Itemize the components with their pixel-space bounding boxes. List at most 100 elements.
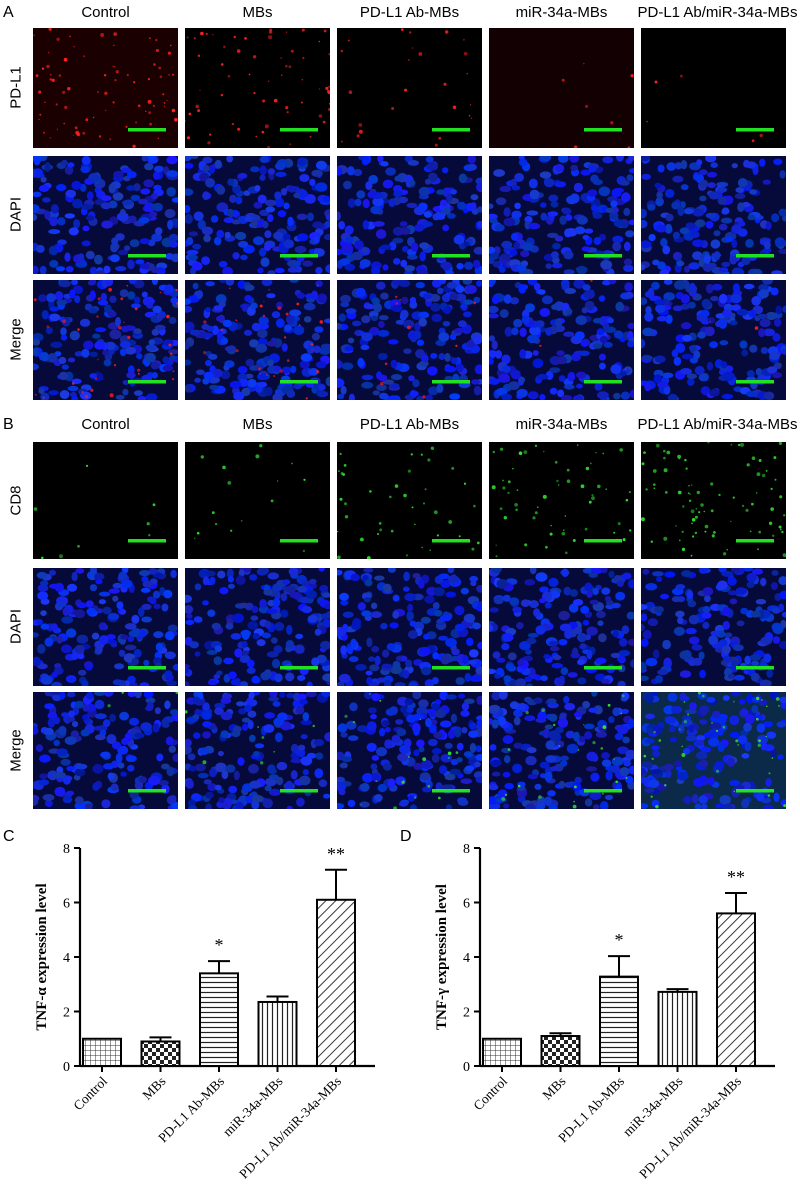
panel_A-micrograph-merge-0 [33, 280, 178, 400]
panel_A-micrograph-dapi-0 [33, 156, 178, 274]
y-tick-label-4: 8 [63, 842, 70, 857]
panel_A-micrograph-merge-3 [489, 280, 634, 400]
scale-bar [128, 254, 166, 258]
bar-2 [199, 972, 239, 1068]
scale-bar [128, 539, 166, 543]
y-tick-label-0: 0 [63, 1060, 70, 1075]
scale-bar [736, 380, 774, 384]
scale-bar [280, 254, 318, 258]
panel_A-column-label-3: miR-34a-MBs [515, 4, 608, 21]
bar-4 [716, 912, 756, 1068]
panel_B-column-label-3: miR-34a-MBs [515, 416, 608, 433]
bar-3 [657, 990, 698, 1068]
bar-0 [82, 1037, 122, 1067]
scale-bar [584, 666, 622, 670]
panel_B-micrograph-cd8-1 [185, 442, 330, 559]
panel_A-micrograph-dapi-3 [489, 156, 634, 274]
bar-4 [316, 898, 356, 1068]
panel_B-row-label-2: Merge [7, 728, 25, 772]
panel_A-micrograph-dapi-1 [185, 156, 330, 274]
panel_A-micrograph-pd-l1-1 [185, 28, 330, 148]
y-tick-label-2: 4 [463, 951, 470, 966]
y-axis-label: TNF-γ expression level [434, 884, 450, 1030]
x-tick-label-3: miR-34a-MBs [220, 1074, 286, 1140]
scale-bar [128, 128, 166, 132]
y-tick-label-3: 6 [463, 897, 470, 912]
panel_B-micrograph-dapi-1 [185, 568, 330, 686]
y-tick-label-2: 4 [63, 951, 70, 966]
panel_B-micrograph-merge-4 [641, 692, 786, 809]
panel_B-micrograph-cd8-3 [489, 442, 634, 559]
panel_B-column-label-1: MBs [242, 416, 273, 433]
panel_A-micrograph-pd-l1-4 [641, 28, 786, 148]
x-tick-label-4: PD-L1 Ab/miR-34a-MBs [236, 1074, 344, 1182]
scale-bar [432, 666, 470, 670]
panel_A-micrograph-dapi-4 [641, 156, 786, 274]
panel_B-column-label-0: Control [81, 416, 130, 433]
scale-bar [128, 789, 166, 793]
panel_B-row-label-0: CD8 [7, 485, 25, 516]
scale-bar [128, 666, 166, 670]
significance-4: ** [327, 844, 345, 864]
y-tick-label-1: 2 [463, 1006, 470, 1021]
scale-bar [584, 539, 622, 543]
scale-bar [736, 539, 774, 543]
scale-bar [736, 128, 774, 132]
panel-a-letter: A [3, 4, 14, 21]
x-tick-label-4: PD-L1 Ab/miR-34a-MBs [636, 1074, 744, 1182]
scale-bar [584, 254, 622, 258]
panel_B-micrograph-merge-2 [337, 692, 482, 809]
bar-0 [482, 1037, 522, 1067]
panel_A-micrograph-merge-1 [185, 280, 330, 400]
bar-1 [540, 1035, 581, 1067]
scale-bar [432, 128, 470, 132]
scale-bar [280, 789, 318, 793]
significance-4: ** [727, 867, 745, 887]
significance-2: * [615, 930, 624, 950]
panel_A-column-label-0: Control [81, 4, 130, 21]
panel_A-row-label-1: DAPI [7, 197, 25, 233]
significance-2: * [215, 935, 224, 955]
panel-c-letter: C [3, 828, 15, 845]
scale-bar [432, 789, 470, 793]
scale-bar [432, 380, 470, 384]
panel_B-micrograph-cd8-4 [641, 442, 786, 559]
y-axis-label: TNF-α expression level [34, 883, 50, 1030]
panel_A-micrograph-pd-l1-0 [33, 28, 178, 148]
panel_A-column-label-4: PD-L1 Ab/miR-34a-MBs [637, 4, 798, 21]
scale-bar [736, 789, 774, 793]
panel_B-column-label-4: PD-L1 Ab/miR-34a-MBs [637, 416, 798, 433]
panel_A-column-label-2: PD-L1 Ab-MBs [359, 4, 460, 21]
tnf-alpha-bar-chart: 0 2 4 6 8 TNF-α expression level Control MBs * PD… [34, 842, 375, 1182]
x-tick-label-0: Control [470, 1073, 510, 1113]
x-tick-label-1: MBs [139, 1074, 168, 1103]
panel_B-micrograph-merge-1 [185, 692, 330, 809]
scale-bar [736, 254, 774, 258]
panel_A-micrograph-dapi-2 [337, 156, 482, 274]
panel_A-micrograph-merge-2 [337, 280, 482, 400]
y-tick-label-4: 8 [463, 842, 470, 857]
panel_A-row-label-0: PD-L1 [7, 66, 25, 109]
scale-bar [584, 789, 622, 793]
panel_B-micrograph-dapi-4 [641, 568, 786, 686]
bar-1 [140, 1040, 181, 1068]
panel_B-micrograph-merge-0 [33, 692, 178, 809]
panel-d-letter: D [400, 828, 412, 845]
panel_A-micrograph-pd-l1-2 [337, 28, 482, 148]
tnf-gamma-bar-chart: 0 2 4 6 8 TNF-γ expression level Control MBs * PD… [434, 842, 775, 1182]
x-tick-label-1: MBs [539, 1074, 568, 1103]
y-tick-label-0: 0 [463, 1060, 470, 1075]
panel-b-letter: B [3, 416, 14, 433]
scale-bar [432, 539, 470, 543]
x-tick-label-0: Control [70, 1073, 110, 1113]
y-tick-label-1: 2 [63, 1006, 70, 1021]
scale-bar [280, 539, 318, 543]
panel_B-micrograph-merge-3 [489, 692, 634, 809]
scale-bar [280, 666, 318, 670]
panel_B-micrograph-dapi-3 [489, 568, 634, 686]
x-tick-label-3: miR-34a-MBs [620, 1074, 686, 1140]
panel_B-micrograph-dapi-2 [337, 568, 482, 686]
scale-bar [432, 254, 470, 258]
scale-bar [280, 380, 318, 384]
panel_A-column-label-1: MBs [242, 4, 273, 21]
